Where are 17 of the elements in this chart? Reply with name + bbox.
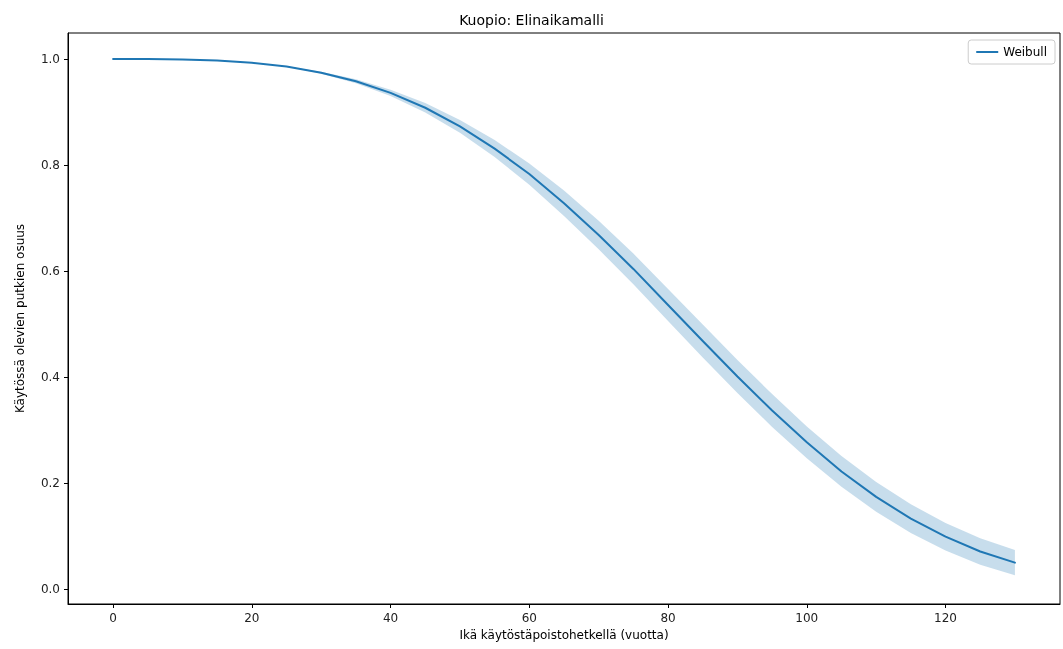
x-tick-label: 0 [109,611,117,625]
y-tick-label: 0.6 [40,264,60,279]
x-tick-label: 100 [795,611,819,625]
x-tick-label: 40 [382,611,399,625]
y-tick-label: 0.8 [40,158,60,173]
chart-title: Kuopio: Elinaikamalli [459,12,604,28]
y-tick-label: 1.0 [40,51,60,66]
x-tick-label: 20 [244,611,260,625]
y-tick-label: 0.2 [40,476,60,491]
y-axis-title: Käytössä olevien putkien osuus [13,223,27,414]
y-tick-label: 0.0 [40,582,60,597]
legend-label: Weibull [1003,45,1048,59]
x-tick-label: 120 [934,611,957,625]
y-tick-label: 0.4 [40,370,60,385]
x-tick-label: 60 [521,611,537,625]
x-axis-title: Ikä käytöstäpoistohetkellä (vuotta) [459,627,669,642]
x-tick-label: 80 [660,611,676,625]
